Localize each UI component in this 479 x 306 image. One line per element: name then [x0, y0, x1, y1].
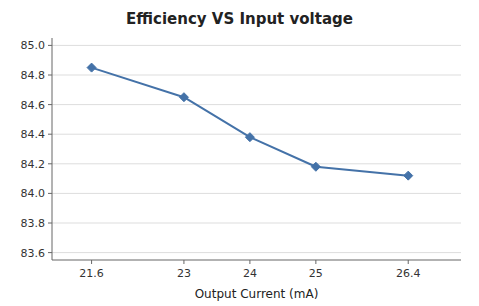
y-tick	[48, 252, 52, 253]
grid-line	[52, 193, 461, 194]
marker	[179, 93, 188, 102]
y-tick	[48, 193, 52, 194]
y-tick	[48, 75, 52, 76]
grid-line	[52, 223, 461, 224]
x-tick	[249, 260, 250, 264]
chart-container: Efficiency VS Input voltage 83.6 83.8 84.0 8…	[0, 0, 479, 306]
x-tick	[315, 260, 316, 264]
line	[92, 68, 409, 176]
grid	[52, 45, 461, 252]
x-tick-label: 24	[243, 267, 257, 280]
y-tick	[48, 223, 52, 224]
y-tick-label: 83.8	[21, 217, 46, 230]
grid-line	[52, 104, 461, 105]
y-tick-label: 84.4	[21, 128, 46, 141]
grid-line	[52, 252, 461, 253]
x-tick-label: 26.4	[396, 267, 421, 280]
y-tick-label: 84.8	[21, 69, 46, 82]
marker	[87, 63, 96, 72]
y-tick	[48, 134, 52, 135]
y-axis-line	[52, 38, 53, 260]
y-tick	[48, 104, 52, 105]
title: Efficiency VS Input voltage	[126, 10, 353, 28]
x-tick	[408, 260, 409, 264]
x-tick	[183, 260, 184, 264]
y-tick-label: 84.6	[21, 99, 46, 112]
grid-line	[52, 163, 461, 164]
x-tick-label: 25	[309, 267, 323, 280]
x-axis-line	[52, 260, 461, 261]
x-tick-label: 21.6	[79, 267, 104, 280]
y-tick-label: 84.2	[21, 158, 46, 171]
plot-area	[87, 63, 413, 180]
chart: Efficiency VS Input voltage 83.6 83.8 84.0 8…	[0, 0, 479, 306]
marker	[245, 133, 254, 142]
y-tick-label: 84.0	[21, 187, 46, 200]
y-tick-label: 85.0	[21, 39, 46, 52]
marker	[311, 162, 320, 171]
y-tick	[48, 45, 52, 46]
x-tick-label: 23	[177, 267, 191, 280]
grid-line	[52, 134, 461, 135]
y-tick-label: 83.6	[21, 247, 46, 260]
y-tick	[48, 163, 52, 164]
grid-line	[52, 45, 461, 46]
x-tick	[91, 260, 92, 264]
x-axis-label: Output Current (mA)	[195, 287, 319, 301]
marker	[404, 171, 413, 180]
